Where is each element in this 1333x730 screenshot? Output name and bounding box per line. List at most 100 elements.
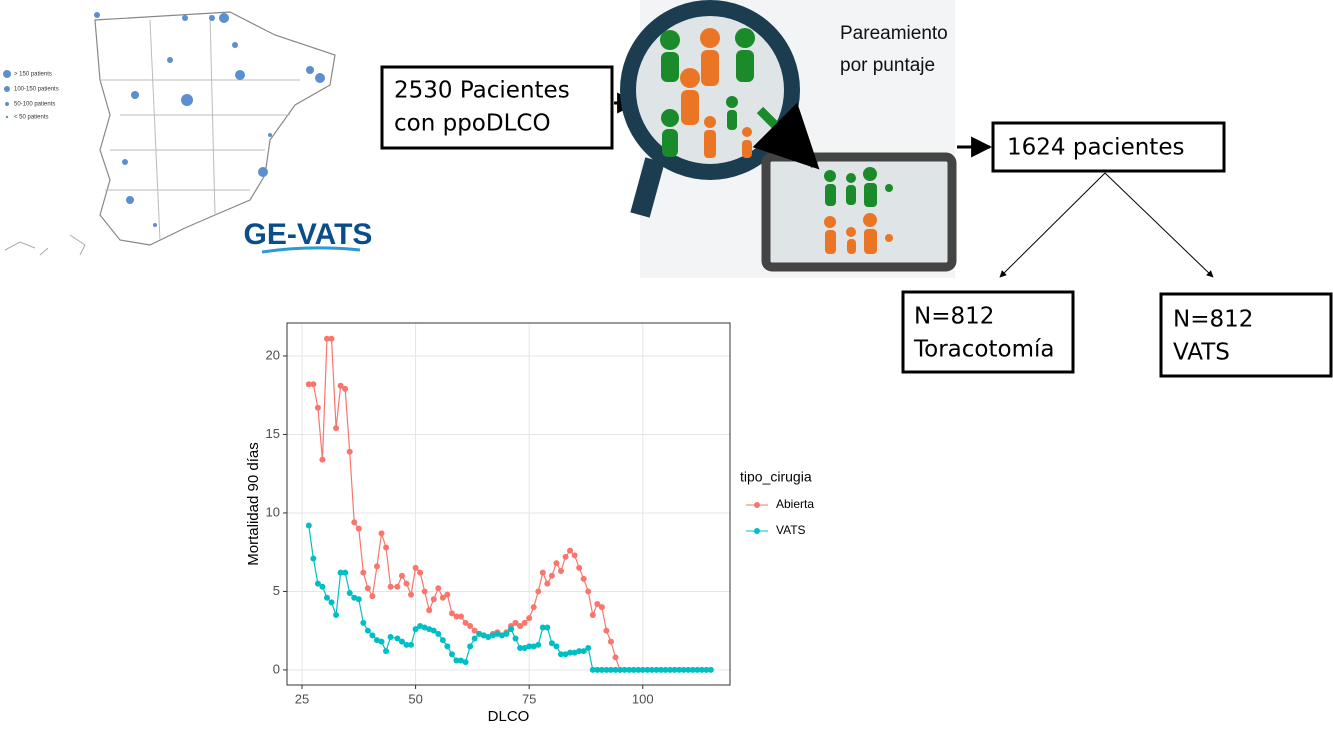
point [626, 666, 633, 673]
y-tick-label: 10 [266, 504, 280, 519]
point [355, 525, 362, 532]
box-text: N=812 [1173, 307, 1253, 333]
point [662, 666, 669, 673]
point [408, 641, 415, 648]
legend-title: tipo_cirugia [740, 469, 812, 485]
point [530, 604, 537, 611]
point [471, 627, 478, 634]
point [576, 648, 583, 655]
point [373, 637, 380, 644]
point [535, 588, 542, 595]
point [617, 666, 624, 673]
point [612, 654, 619, 661]
point [698, 666, 705, 673]
point [430, 627, 437, 634]
y-tick-label: 5 [273, 583, 280, 598]
point [553, 643, 560, 650]
legend-label: Abierta [776, 497, 814, 511]
chart: 0 5 10 15 20 25 50 75 100 DLCO Mortalidad 90 días t… [245, 322, 814, 725]
box-text: VATS [1173, 340, 1230, 366]
illustration [620, 0, 957, 278]
point [310, 381, 317, 388]
point [685, 666, 692, 673]
point [489, 632, 496, 639]
point [323, 594, 330, 601]
map-legend: 100-150 patients [14, 87, 59, 93]
point [585, 588, 592, 595]
point [408, 591, 415, 598]
point [435, 585, 442, 592]
point [305, 522, 312, 529]
point [351, 594, 358, 601]
point [526, 615, 533, 622]
box-text: con ppoDLCO [394, 111, 551, 137]
point [462, 659, 469, 666]
point [323, 335, 330, 342]
point [580, 575, 587, 582]
point [557, 568, 564, 575]
point [337, 382, 344, 389]
point [412, 564, 419, 571]
point [607, 638, 614, 645]
point [521, 619, 528, 626]
point [485, 633, 492, 640]
point [453, 657, 460, 664]
point [544, 580, 551, 587]
point [562, 553, 569, 560]
method-text: Pareamiento [840, 23, 948, 44]
point [430, 596, 437, 603]
point [653, 666, 660, 673]
point [394, 635, 401, 642]
point [448, 610, 455, 617]
point [444, 591, 451, 598]
point [467, 622, 474, 629]
map-legend: 50-100 patients [14, 102, 55, 108]
point [360, 619, 367, 626]
point [548, 572, 555, 579]
point [657, 666, 664, 673]
y-tick-label: 15 [266, 426, 280, 441]
logo: GE-VATS [244, 218, 373, 251]
y-axis-label: Mortalidad 90 días [245, 442, 262, 565]
point [439, 594, 446, 601]
x-tick-label: 75 [522, 691, 536, 706]
point [462, 619, 469, 626]
point [346, 448, 353, 455]
point [703, 666, 710, 673]
point [333, 611, 340, 618]
point [383, 544, 390, 551]
point [567, 547, 574, 554]
point [517, 644, 524, 651]
point [421, 624, 428, 631]
point [594, 600, 601, 607]
point [671, 666, 678, 673]
point [314, 580, 321, 587]
point [387, 583, 394, 590]
box [991, 121, 1226, 173]
point [535, 641, 542, 648]
point [580, 648, 587, 655]
point [328, 599, 335, 606]
point [621, 666, 628, 673]
point [346, 590, 353, 597]
point [383, 648, 390, 655]
point [598, 604, 605, 611]
legend-key [754, 528, 760, 534]
point [328, 335, 335, 342]
point [378, 638, 385, 645]
point [603, 666, 610, 673]
x-tick-label: 50 [408, 691, 422, 706]
map-legend: > 150 patients [14, 72, 52, 78]
box-text: 2530 Pacientes [394, 78, 570, 104]
map: > 150 patients 100-150 patients 50-100 p… [3, 11, 373, 256]
point [378, 530, 385, 537]
point [364, 585, 371, 592]
point [548, 640, 555, 647]
point [421, 588, 428, 595]
point [398, 572, 405, 579]
point [471, 635, 478, 642]
point [512, 635, 519, 642]
point [373, 563, 380, 570]
y-tick-label: 20 [266, 347, 280, 362]
point [494, 630, 501, 637]
